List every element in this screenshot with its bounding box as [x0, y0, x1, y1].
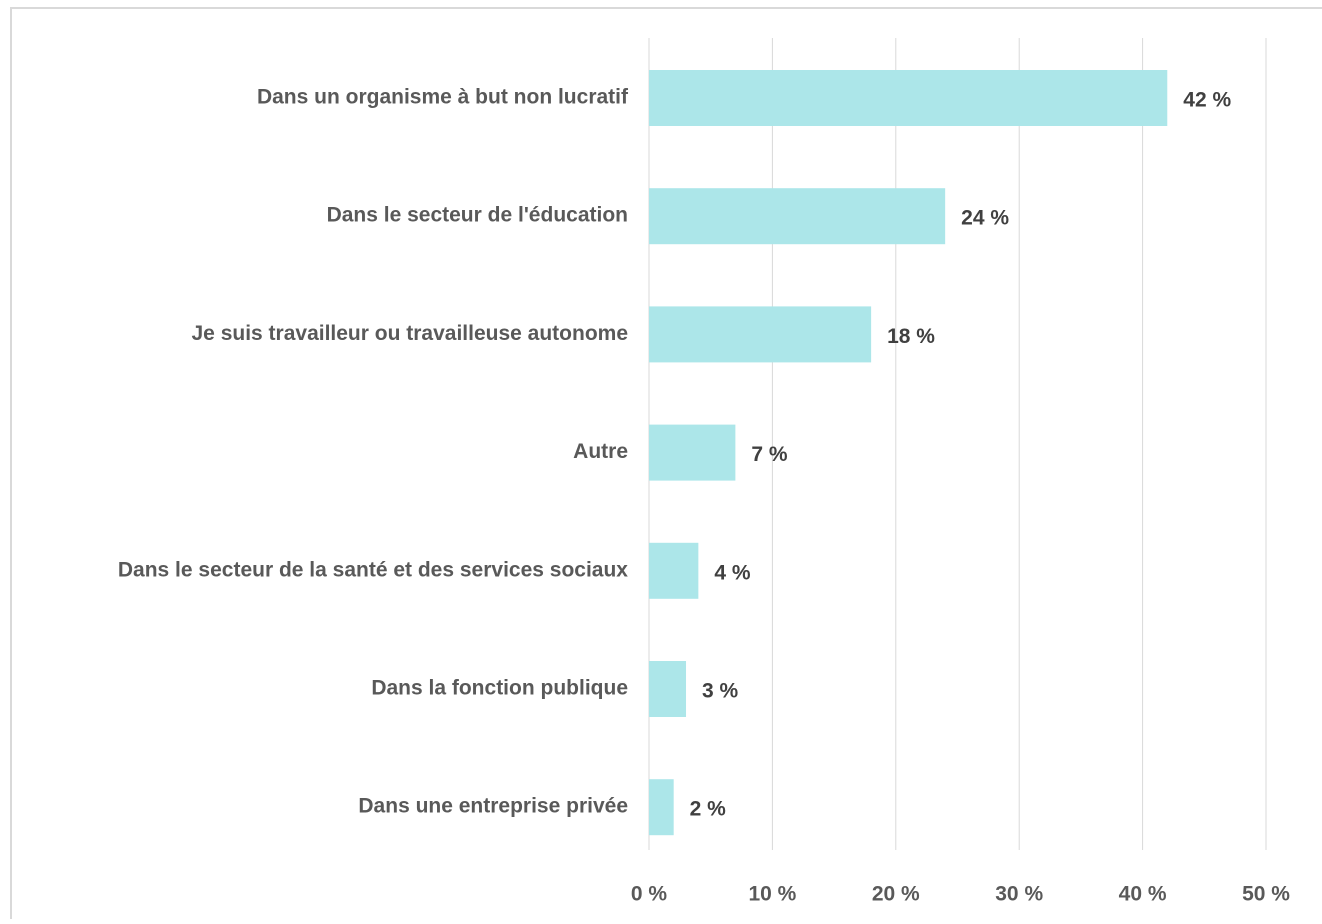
- x-tick-label: 30 %: [995, 883, 1043, 906]
- bar: [649, 424, 736, 481]
- y-tick-label: Dans une entreprise privée: [358, 795, 628, 818]
- marks: [649, 70, 1168, 836]
- y-tick-label: Dans le secteur de l'éducation: [327, 204, 628, 227]
- x-tick-label: 40 %: [1119, 883, 1167, 906]
- bar: [649, 542, 699, 599]
- x-tick-label: 10 %: [748, 883, 796, 906]
- y-tick-label: Autre: [573, 440, 628, 463]
- grid: [648, 38, 1267, 850]
- data-label: 2 %: [690, 798, 727, 821]
- bar: [649, 779, 674, 836]
- data-label: 42 %: [1183, 89, 1231, 112]
- chart-frame: [10, 7, 1322, 924]
- x-tick-label: 0 %: [631, 883, 668, 906]
- x-tick-label: 50 %: [1242, 883, 1290, 906]
- bar: [649, 306, 872, 363]
- y-tick-label: Dans un organisme à but non lucratif: [257, 86, 629, 109]
- data-label: 3 %: [702, 680, 739, 703]
- data-label: 18 %: [887, 325, 935, 348]
- bar: [649, 661, 687, 717]
- y-tick-label: Je suis travailleur ou travailleuse auto…: [192, 322, 629, 345]
- x-tick-label: 20 %: [872, 883, 920, 906]
- y-tick-label: Dans le secteur de la santé et des servi…: [118, 558, 628, 581]
- data-label: 4 %: [714, 561, 751, 584]
- bar: [649, 70, 1168, 126]
- y-tick-label: Dans la fonction publique: [371, 677, 628, 700]
- data-label: 24 %: [961, 207, 1009, 230]
- data-label: 7 %: [751, 443, 788, 466]
- bar: [649, 188, 946, 245]
